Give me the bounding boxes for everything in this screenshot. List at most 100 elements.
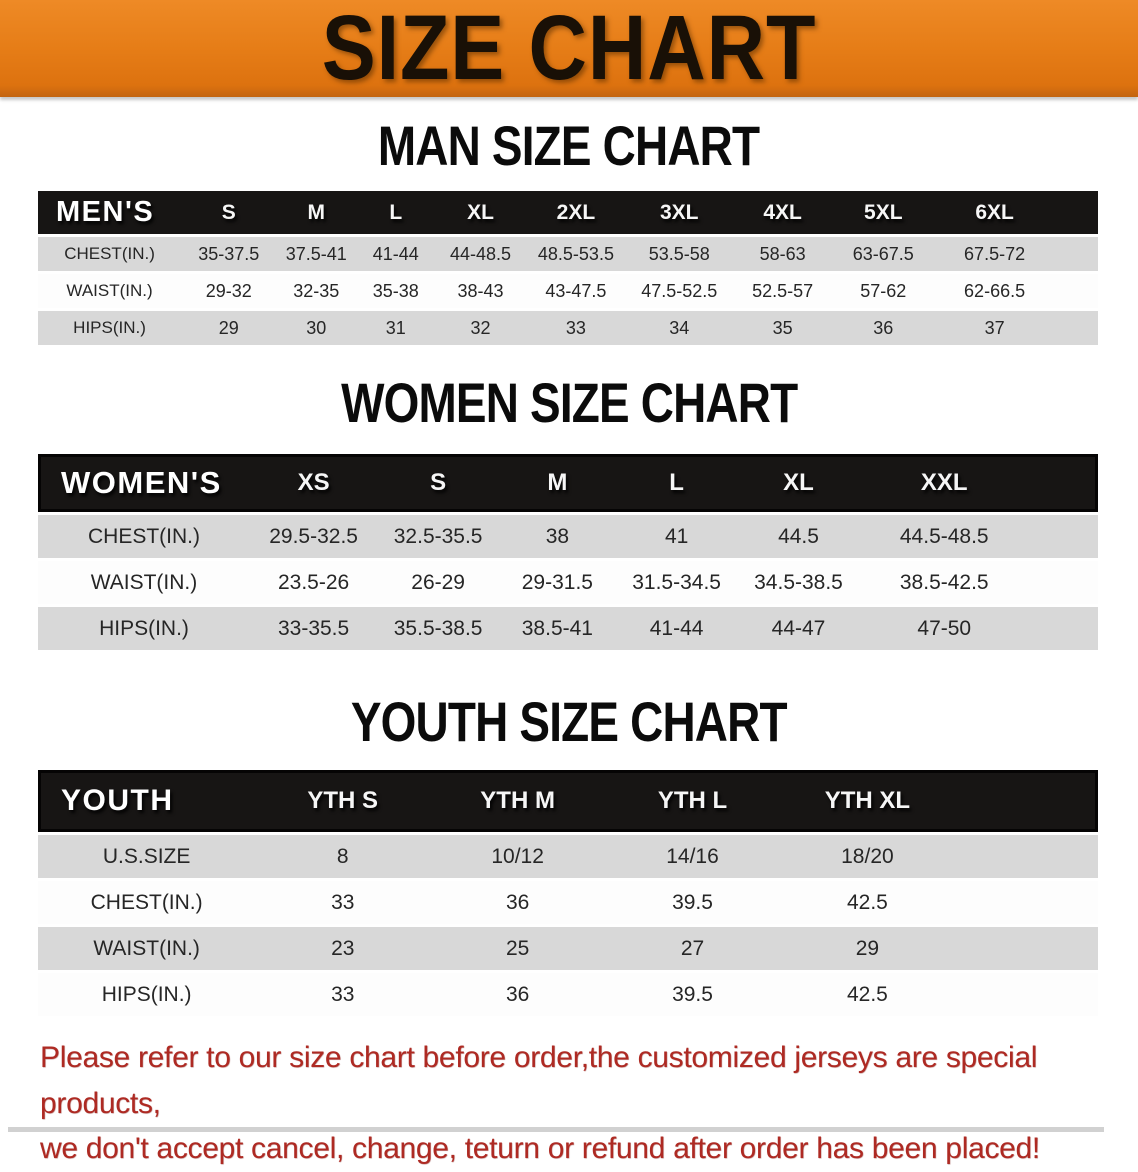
youth-table-header-row: YOUTH YTH S YTH M YTH L YTH XL [38, 770, 1098, 832]
size-value-cell: 63-67.5 [852, 243, 914, 264]
youth-section-heading: YOUTH SIZE CHART [0, 690, 1138, 753]
size-value-cell: 53.5-58 [648, 243, 710, 264]
youth-section-heading-text: YOUTH SIZE CHART [351, 690, 788, 753]
size-value-cell: 37.5-41 [285, 243, 347, 264]
size-value-cell: 41 [664, 524, 689, 548]
size-value-cell: 35.5-38.5 [393, 616, 483, 640]
men-section-heading: MAN SIZE CHART [0, 114, 1138, 177]
spacer-cell [1056, 311, 1098, 345]
size-value-cell: 25 [505, 936, 530, 960]
women-table-header-row: WOMEN'S XS S M L XL XXL [38, 454, 1098, 512]
measurement-row: WAIST(IN.) 23.5-26 26-29 29-31.5 31.5-34.5 34… [38, 561, 1098, 604]
size-value-cell: 36 [505, 982, 530, 1006]
size-value-cell: 33 [331, 890, 355, 914]
measurement-row: HIPS(IN.) 33-35.5 35.5-38.5 38.5-41 41-44 44-… [38, 607, 1098, 650]
size-value-cell: 57-62 [860, 280, 907, 301]
disclaimer-text: Please refer to our size chart before or… [40, 1035, 1118, 1172]
size-value-cell: 41-44 [372, 243, 419, 264]
spacer-cell [1029, 561, 1098, 604]
spacer-cell [954, 770, 1098, 832]
size-value-cell: 30 [306, 317, 327, 338]
women-section-heading-text: WOMEN SIZE CHART [340, 371, 798, 434]
size-value-cell: 26-29 [411, 570, 465, 594]
spacer-cell [1056, 237, 1098, 271]
size-value-cell: 38.5-42.5 [899, 570, 989, 594]
size-column-header: XL [467, 200, 494, 224]
spacer-cell [1056, 274, 1098, 308]
size-value-cell: 58-63 [759, 243, 806, 264]
size-value-cell: 48.5-53.5 [537, 243, 614, 264]
spacer-cell [1056, 191, 1098, 234]
size-column-header: 4XL [763, 200, 802, 224]
size-column-header: L [389, 200, 403, 224]
size-value-cell: 32-35 [293, 280, 340, 301]
women-table-title: WOMEN'S [38, 454, 250, 512]
size-column-header: XL [737, 454, 860, 512]
banner-title: SIZE CHART [321, 0, 817, 99]
row-label: WAIST(IN.) [90, 570, 198, 594]
men-section-heading-text: MAN SIZE CHART [378, 114, 760, 177]
size-column-header: YTH L [605, 770, 780, 832]
size-value-cell: 39.5 [672, 890, 713, 914]
size-value-cell: 29 [218, 317, 239, 338]
men-size-section: MAN SIZE CHART MEN'S S M L XL 2XL 3XL 4XL 5XL 6X… [0, 114, 1138, 348]
size-value-cell: 33 [565, 317, 586, 338]
measurement-row: HIPS(IN.) 33 36 39.5 42.5 [38, 973, 1098, 1016]
measurement-row: CHEST(IN.) 29.5-32.5 32.5-35.5 38 41 44.5 44.5… [38, 515, 1098, 558]
size-value-cell: 52.5-57 [752, 280, 814, 301]
size-value-cell: 33-35.5 [277, 616, 350, 640]
size-value-cell: 44.5-48.5 [899, 524, 989, 548]
size-value-cell: 41-44 [649, 616, 704, 640]
size-value-cell: 39.5 [672, 982, 713, 1006]
size-value-cell: 14/16 [666, 844, 719, 868]
size-value-cell: 32.5-35.5 [393, 524, 483, 548]
disclaimer-line-1: Please refer to our size chart before or… [40, 1041, 1038, 1120]
spacer-cell [1029, 515, 1098, 558]
size-column-header: M [307, 200, 325, 224]
size-column-header: S [221, 200, 236, 224]
measurement-row: CHEST(IN.) 33 36 39.5 42.5 [38, 881, 1098, 924]
size-value-cell: 23.5-26 [277, 570, 350, 594]
row-label: WAIST(IN.) [66, 281, 153, 300]
women-size-table: WOMEN'S XS S M L XL XXL CHEST(IN.) 29.5-32.5 32… [38, 451, 1098, 653]
size-column-header: XXL [859, 454, 1030, 512]
measurement-row: HIPS(IN.) 29 30 31 32 33 34 35 36 37 [38, 311, 1098, 345]
row-label: CHEST(IN.) [88, 524, 200, 548]
size-value-cell: 42.5 [846, 982, 888, 1006]
spacer-cell [1029, 607, 1098, 650]
size-column-header: XS [250, 454, 378, 512]
row-label: HIPS(IN.) [99, 616, 189, 640]
size-value-cell: 36 [873, 317, 894, 338]
size-column-header: 2XL [556, 200, 596, 224]
row-label: CHEST(IN.) [90, 890, 203, 914]
spacer-cell [955, 973, 1098, 1016]
measurement-row: U.S.SIZE 8 10/12 14/16 18/20 [38, 835, 1098, 878]
size-value-cell: 47-50 [917, 616, 972, 640]
row-label: HIPS(IN.) [101, 982, 192, 1006]
size-value-cell: 31.5-34.5 [632, 570, 721, 594]
size-column-header: L [615, 454, 738, 512]
size-value-cell: 29 [855, 936, 880, 960]
size-column-header: YTH S [255, 770, 431, 832]
size-value-cell: 36 [505, 890, 530, 914]
size-value-cell: 10/12 [491, 844, 544, 868]
size-value-cell: 67.5-72 [964, 243, 1026, 264]
size-value-cell: 44-47 [771, 616, 826, 640]
size-column-header: 5XL [864, 200, 903, 224]
size-column-header: M [499, 454, 616, 512]
disclaimer-line-2: we don't accept cancel, change, teturn o… [40, 1132, 1040, 1166]
women-size-section: WOMEN SIZE CHART WOMEN'S XS S M L XL XXL CHES… [0, 371, 1138, 653]
size-value-cell: 29-32 [205, 280, 252, 301]
size-value-cell: 38-43 [457, 280, 504, 301]
size-value-cell: 33 [331, 982, 355, 1006]
row-label: CHEST(IN.) [64, 244, 155, 263]
row-label: U.S.SIZE [102, 844, 191, 868]
spacer-cell [955, 835, 1098, 878]
spacer-cell [955, 881, 1098, 924]
spacer-cell [955, 927, 1098, 970]
size-value-cell: 62-66.5 [964, 280, 1026, 301]
youth-size-table: YOUTH YTH S YTH M YTH L YTH XL U.S.SIZE 8 10/… [38, 767, 1098, 1019]
size-value-cell: 43-47.5 [545, 280, 607, 301]
size-value-cell: 35-38 [372, 280, 419, 301]
bottom-divider [8, 1127, 1104, 1132]
